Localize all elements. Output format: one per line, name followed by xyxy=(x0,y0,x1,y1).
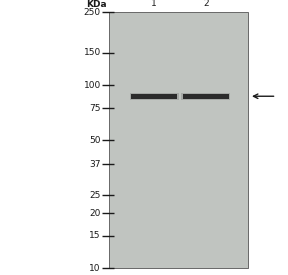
Text: 2: 2 xyxy=(203,0,209,8)
Bar xyxy=(130,93,179,100)
Text: 1: 1 xyxy=(151,0,157,8)
Bar xyxy=(181,93,230,100)
Text: 37: 37 xyxy=(89,160,101,169)
Text: 25: 25 xyxy=(90,191,101,200)
Text: 100: 100 xyxy=(84,81,101,90)
Text: 150: 150 xyxy=(84,48,101,57)
Text: 75: 75 xyxy=(89,103,101,112)
Text: 15: 15 xyxy=(89,231,101,240)
Text: 250: 250 xyxy=(84,8,101,17)
Bar xyxy=(183,94,229,99)
Bar xyxy=(131,94,177,99)
Text: 10: 10 xyxy=(89,264,101,273)
Bar xyxy=(109,12,248,268)
Text: KDa: KDa xyxy=(86,0,107,9)
Text: 50: 50 xyxy=(89,136,101,145)
Text: 20: 20 xyxy=(90,208,101,218)
